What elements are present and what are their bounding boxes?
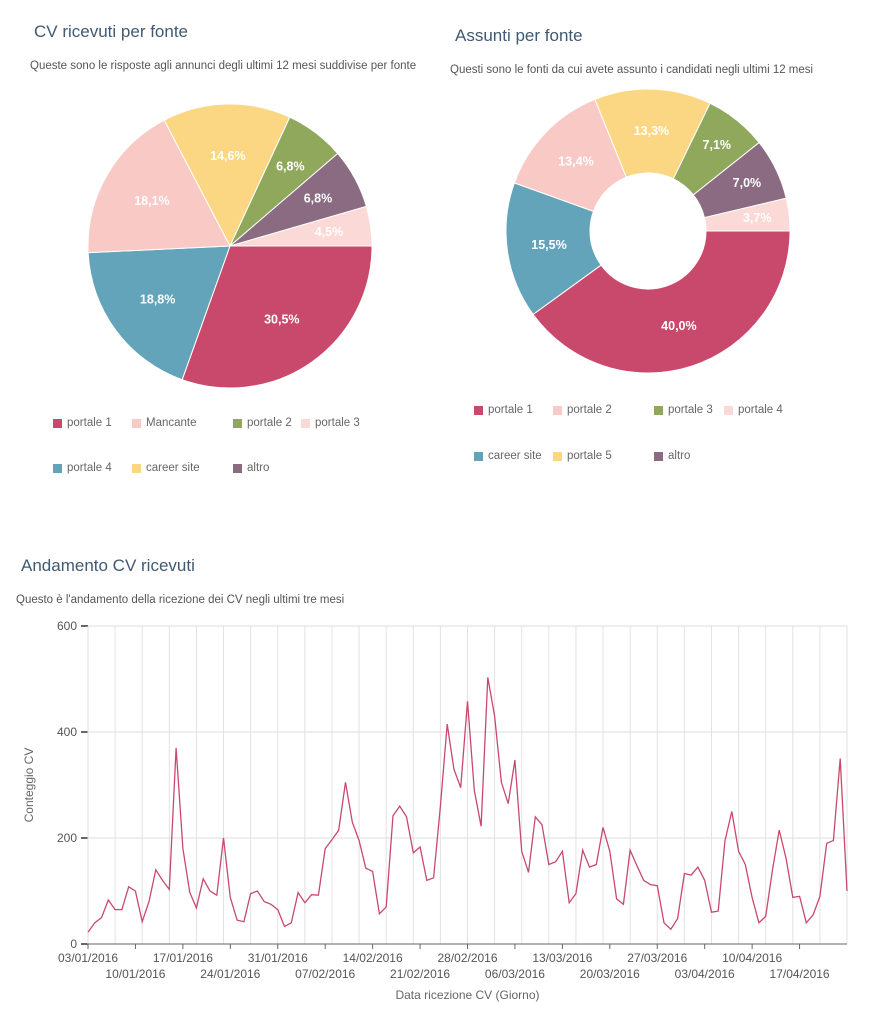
pie-left-legend-item[interactable]: portale 2 xyxy=(233,417,292,429)
x-tick-label: 17/01/2016 xyxy=(153,951,213,965)
x-tick-label: 21/02/2016 xyxy=(390,967,450,981)
pie-right-legend-item[interactable]: portale 3 xyxy=(654,404,713,416)
pie-left-legend-label: portale 1 xyxy=(67,417,112,429)
pie-right-legend-swatch xyxy=(654,405,663,415)
x-tick-label: 07/02/2016 xyxy=(295,967,355,981)
pie-left-legend-label: Mancante xyxy=(146,417,197,429)
pie-right-legend-swatch xyxy=(474,405,483,415)
pie-left-title: CV ricevuti per fonte xyxy=(34,22,189,41)
x-tick-label: 14/02/2016 xyxy=(343,951,403,965)
pie-left-legend-swatch xyxy=(132,463,141,473)
pie-left-legend-item[interactable]: Mancante xyxy=(132,417,197,429)
line-chart-subtitle: Questo è l'andamento della ricezione dei… xyxy=(16,594,345,606)
line-chart: 0 200 400 600 03/01/2016 10/01/2016 17/01/2016… xyxy=(22,619,848,1002)
pie-right-slice-label: 3,7% xyxy=(743,211,772,225)
pie-left-legend-item[interactable]: portale 3 xyxy=(301,417,360,429)
pie-left-slice-label: 30,5% xyxy=(264,313,299,327)
pie-right-slice-portale-2 xyxy=(513,98,627,212)
pie-left-slice-label: 6,8% xyxy=(276,159,305,173)
pie-right-legend-label: portale 3 xyxy=(668,404,713,416)
x-tick-label: 24/01/2016 xyxy=(200,967,260,981)
x-tick-label: 10/01/2016 xyxy=(105,967,165,981)
x-axis-title: Data ricezione CV (Giorno) xyxy=(395,988,539,1002)
pie-right-legend-label: portale 5 xyxy=(567,450,612,462)
pie-right-subtitle: Questi sono le fonti da cui avete assunt… xyxy=(450,64,814,76)
pie-left-legend-swatch xyxy=(132,418,141,428)
x-tick-label: 31/01/2016 xyxy=(248,951,308,965)
pie-left-subtitle: Queste sono le risposte agli annunci deg… xyxy=(30,60,417,72)
pie-left-legend-label: portale 3 xyxy=(315,417,360,429)
y-tick-label: 600 xyxy=(57,619,77,633)
pie-left-legend-swatch xyxy=(301,418,310,428)
x-tick-label: 28/02/2016 xyxy=(437,951,497,965)
pie-right-legend-swatch xyxy=(474,451,483,461)
pie-right-slice-career-site xyxy=(505,182,602,316)
y-tick-label: 200 xyxy=(57,831,77,845)
pie-left-legend-label: career site xyxy=(146,462,200,474)
pie-right-legend-swatch xyxy=(553,405,562,415)
y-axis-title: Conteggio CV xyxy=(22,748,36,823)
pie-right-legend-label: career site xyxy=(488,450,542,462)
pie-right-legend-label: portale 2 xyxy=(567,404,612,416)
x-tick-label: 17/04/2016 xyxy=(770,967,830,981)
y-tick-label: 0 xyxy=(70,937,77,951)
pie-left-slice-portale-3 xyxy=(229,205,373,247)
pie-left-slice-label: 18,8% xyxy=(140,293,175,307)
x-tick-label: 27/03/2016 xyxy=(627,951,687,965)
series-line xyxy=(87,677,848,933)
pie-left-slice-label: 18,1% xyxy=(134,194,169,208)
pie-right-slice-portale-1 xyxy=(532,230,791,374)
x-tick-label: 03/04/2016 xyxy=(675,967,735,981)
pie-left-chart: 30,5% 18,8% 18,1% 14,6% 6,8% 6,8% 4,5% xyxy=(87,103,373,389)
x-tick-label: 13/03/2016 xyxy=(532,951,592,965)
pie-left-slice-label: 6,8% xyxy=(304,191,333,205)
pie-right-legend-swatch xyxy=(553,451,562,461)
pie-right-slice-label: 40,0% xyxy=(661,319,696,333)
pie-left-legend-label: altro xyxy=(247,462,270,474)
pie-left-legend-label: portale 2 xyxy=(247,417,292,429)
pie-left-legend-swatch xyxy=(233,418,242,428)
pie-right-legend-swatch xyxy=(724,405,733,415)
pie-right-slice-label: 13,4% xyxy=(558,155,593,169)
line-chart-title: Andamento CV ricevuti xyxy=(21,556,195,575)
pie-right-legend-item[interactable]: altro xyxy=(654,450,690,462)
pie-right-slice-portale-4 xyxy=(703,197,791,232)
pie-right-legend-item[interactable]: portale 5 xyxy=(553,450,612,462)
pie-right-legend-label: portale 4 xyxy=(738,404,783,416)
pie-left-slice-career-site xyxy=(163,103,291,248)
pie-left-legend-item[interactable]: portale 4 xyxy=(53,462,112,474)
pie-right-legend-item[interactable]: portale 1 xyxy=(474,404,533,416)
x-tick-label: 03/01/2016 xyxy=(58,951,118,965)
pie-right-legend-item[interactable]: career site xyxy=(474,450,542,462)
pie-right-legend-label: portale 1 xyxy=(488,404,533,416)
pie-right-title: Assunti per fonte xyxy=(455,26,583,45)
x-tick-label: 10/04/2016 xyxy=(722,951,782,965)
x-tick-label: 20/03/2016 xyxy=(580,967,640,981)
pie-right-slice-label: 7,0% xyxy=(733,176,762,190)
y-tick-label: 400 xyxy=(57,725,77,739)
pie-right-chart: 40,0% 15,5% 13,4% 13,3% 7,1% 7,0% 3,7% xyxy=(505,88,791,374)
pie-right-legend-swatch xyxy=(654,451,663,461)
pie-right-slice-label: 7,1% xyxy=(703,138,732,152)
pie-right-slice-label: 15,5% xyxy=(531,238,566,252)
pie-left-legend-label: portale 4 xyxy=(67,462,112,474)
x-tick-label: 06/03/2016 xyxy=(485,967,545,981)
pie-left-legend-item[interactable]: portale 1 xyxy=(53,417,112,429)
pie-left-slice-mancante xyxy=(87,119,231,254)
pie-left-legend-swatch xyxy=(53,418,62,428)
pie-left-legend-item[interactable]: career site xyxy=(132,462,200,474)
pie-left-slice-label: 4,5% xyxy=(315,225,344,239)
pie-right-slice-label: 13,3% xyxy=(634,124,669,138)
pie-left-slice-portale-4 xyxy=(87,245,231,381)
pie-left-legend-swatch xyxy=(53,463,62,473)
pie-right-legend-item[interactable]: portale 4 xyxy=(724,404,783,416)
pie-left-slice-label: 14,6% xyxy=(210,149,245,163)
pie-left-legend-item[interactable]: altro xyxy=(233,462,269,474)
pie-left-slice-portale-1 xyxy=(181,245,373,389)
pie-right-legend-label: altro xyxy=(668,450,691,462)
pie-right-legend-item[interactable]: portale 2 xyxy=(553,404,612,416)
pie-left-legend-swatch xyxy=(233,463,242,473)
